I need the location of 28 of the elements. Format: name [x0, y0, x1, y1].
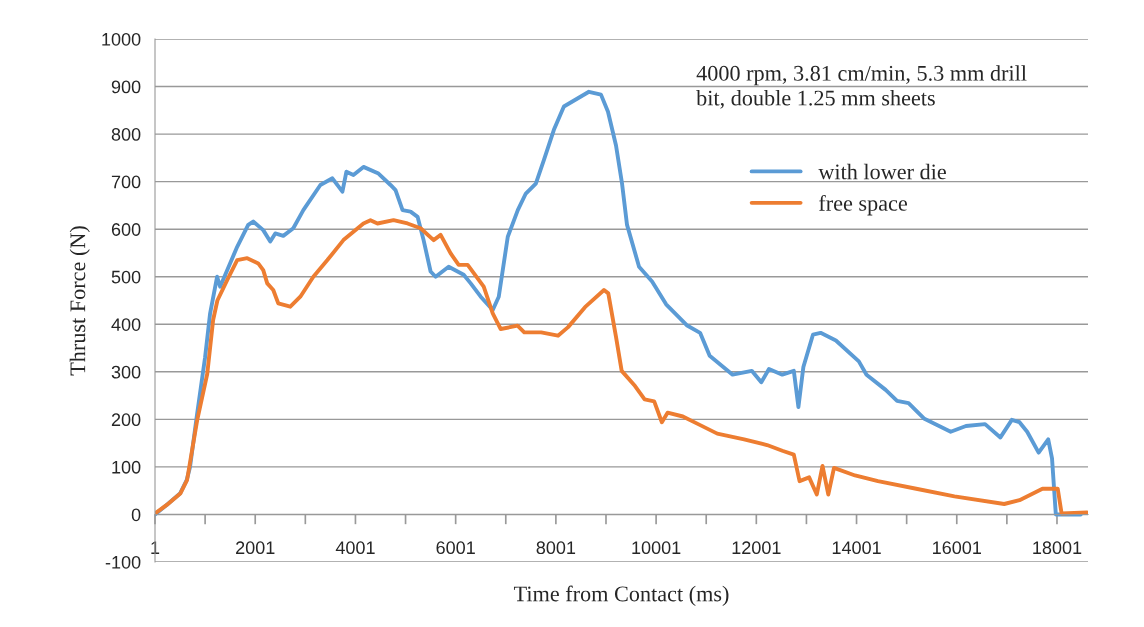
y-tick-label: 300 — [111, 365, 141, 379]
y-tick-label: 200 — [111, 413, 141, 427]
legend-label: free space — [819, 195, 908, 216]
x-tick-label: 18001 — [1033, 541, 1082, 555]
y-tick-label: -100 — [105, 555, 141, 569]
x-tick-label: 2001 — [236, 541, 275, 555]
y-tick-label: 400 — [111, 318, 141, 331]
y-tick-label: 100 — [112, 460, 141, 474]
x-tick-label: 16001 — [933, 541, 981, 555]
y-tick-label: 0 — [131, 508, 141, 522]
x-tick-label: 14001 — [832, 541, 881, 555]
y-tick-label: 800 — [111, 128, 141, 141]
x-tick-label: 10001 — [632, 541, 681, 555]
x-tick-label: 6001 — [436, 541, 475, 555]
x-tick-label: 12001 — [732, 541, 781, 555]
legend-label: with lower die — [818, 163, 946, 180]
line-series — [155, 89, 1083, 517]
y-tick-label: 500 — [111, 270, 141, 284]
annotation: 4000 rpm, 3.81 cm/min, 5.3 mm drill bit, double 1.25 mm sheets — [696, 65, 1027, 109]
x-axis-title: Time from Contact (ms) — [513, 585, 729, 606]
x-tick-label: 1 — [151, 541, 160, 554]
y-tick-label: 700 — [111, 175, 141, 189]
x-tick-label: 8001 — [536, 541, 576, 555]
y-tick-label: 900 — [111, 80, 141, 94]
x-tick-label: 4001 — [335, 541, 375, 555]
y-axis-title: Thrust Force (N) — [69, 226, 90, 376]
y-tick-label: 1000 — [102, 32, 141, 46]
y-tick-label: 600 — [111, 223, 141, 236]
